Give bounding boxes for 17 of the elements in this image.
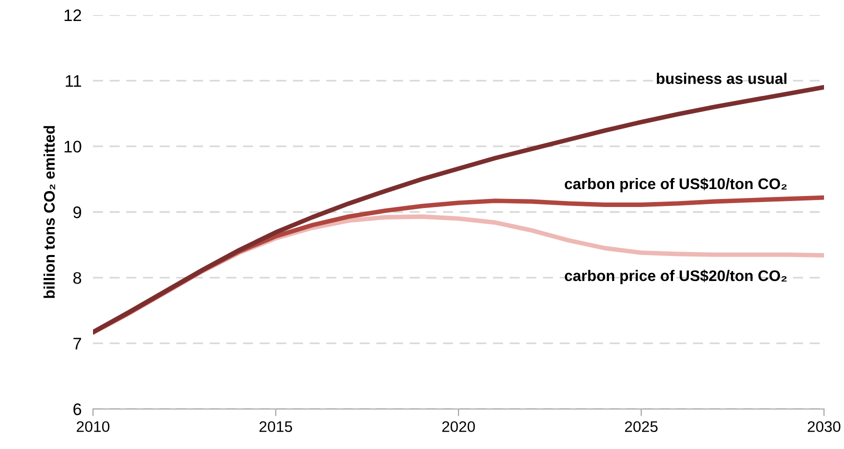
x-tick-label: 2010 [76, 421, 110, 432]
x-tick-label: 2015 [260, 421, 292, 432]
series-label: carbon price of US$10/ton CO₂ [564, 178, 787, 192]
x-tick-label: 2030 [808, 421, 840, 432]
y-tick-label: 8 [73, 272, 82, 284]
y-tick-label: 7 [73, 338, 82, 350]
x-tick-label: 2025 [625, 421, 658, 432]
y-tick-label: 10 [64, 140, 82, 153]
series-label: carbon price of US$20/ton CO₂ [564, 270, 787, 284]
y-tick-label: 6 [73, 403, 82, 416]
x-tick-label: 2020 [442, 421, 475, 432]
series-label: business as usual [656, 72, 786, 84]
line-series [93, 85, 824, 334]
y-axis-title: billion tons CO₂ emitted [44, 126, 56, 298]
y-tick-label: 12 [64, 9, 82, 22]
y-tick-label: 9 [73, 206, 82, 218]
y-tick-label: 11 [66, 75, 82, 87]
